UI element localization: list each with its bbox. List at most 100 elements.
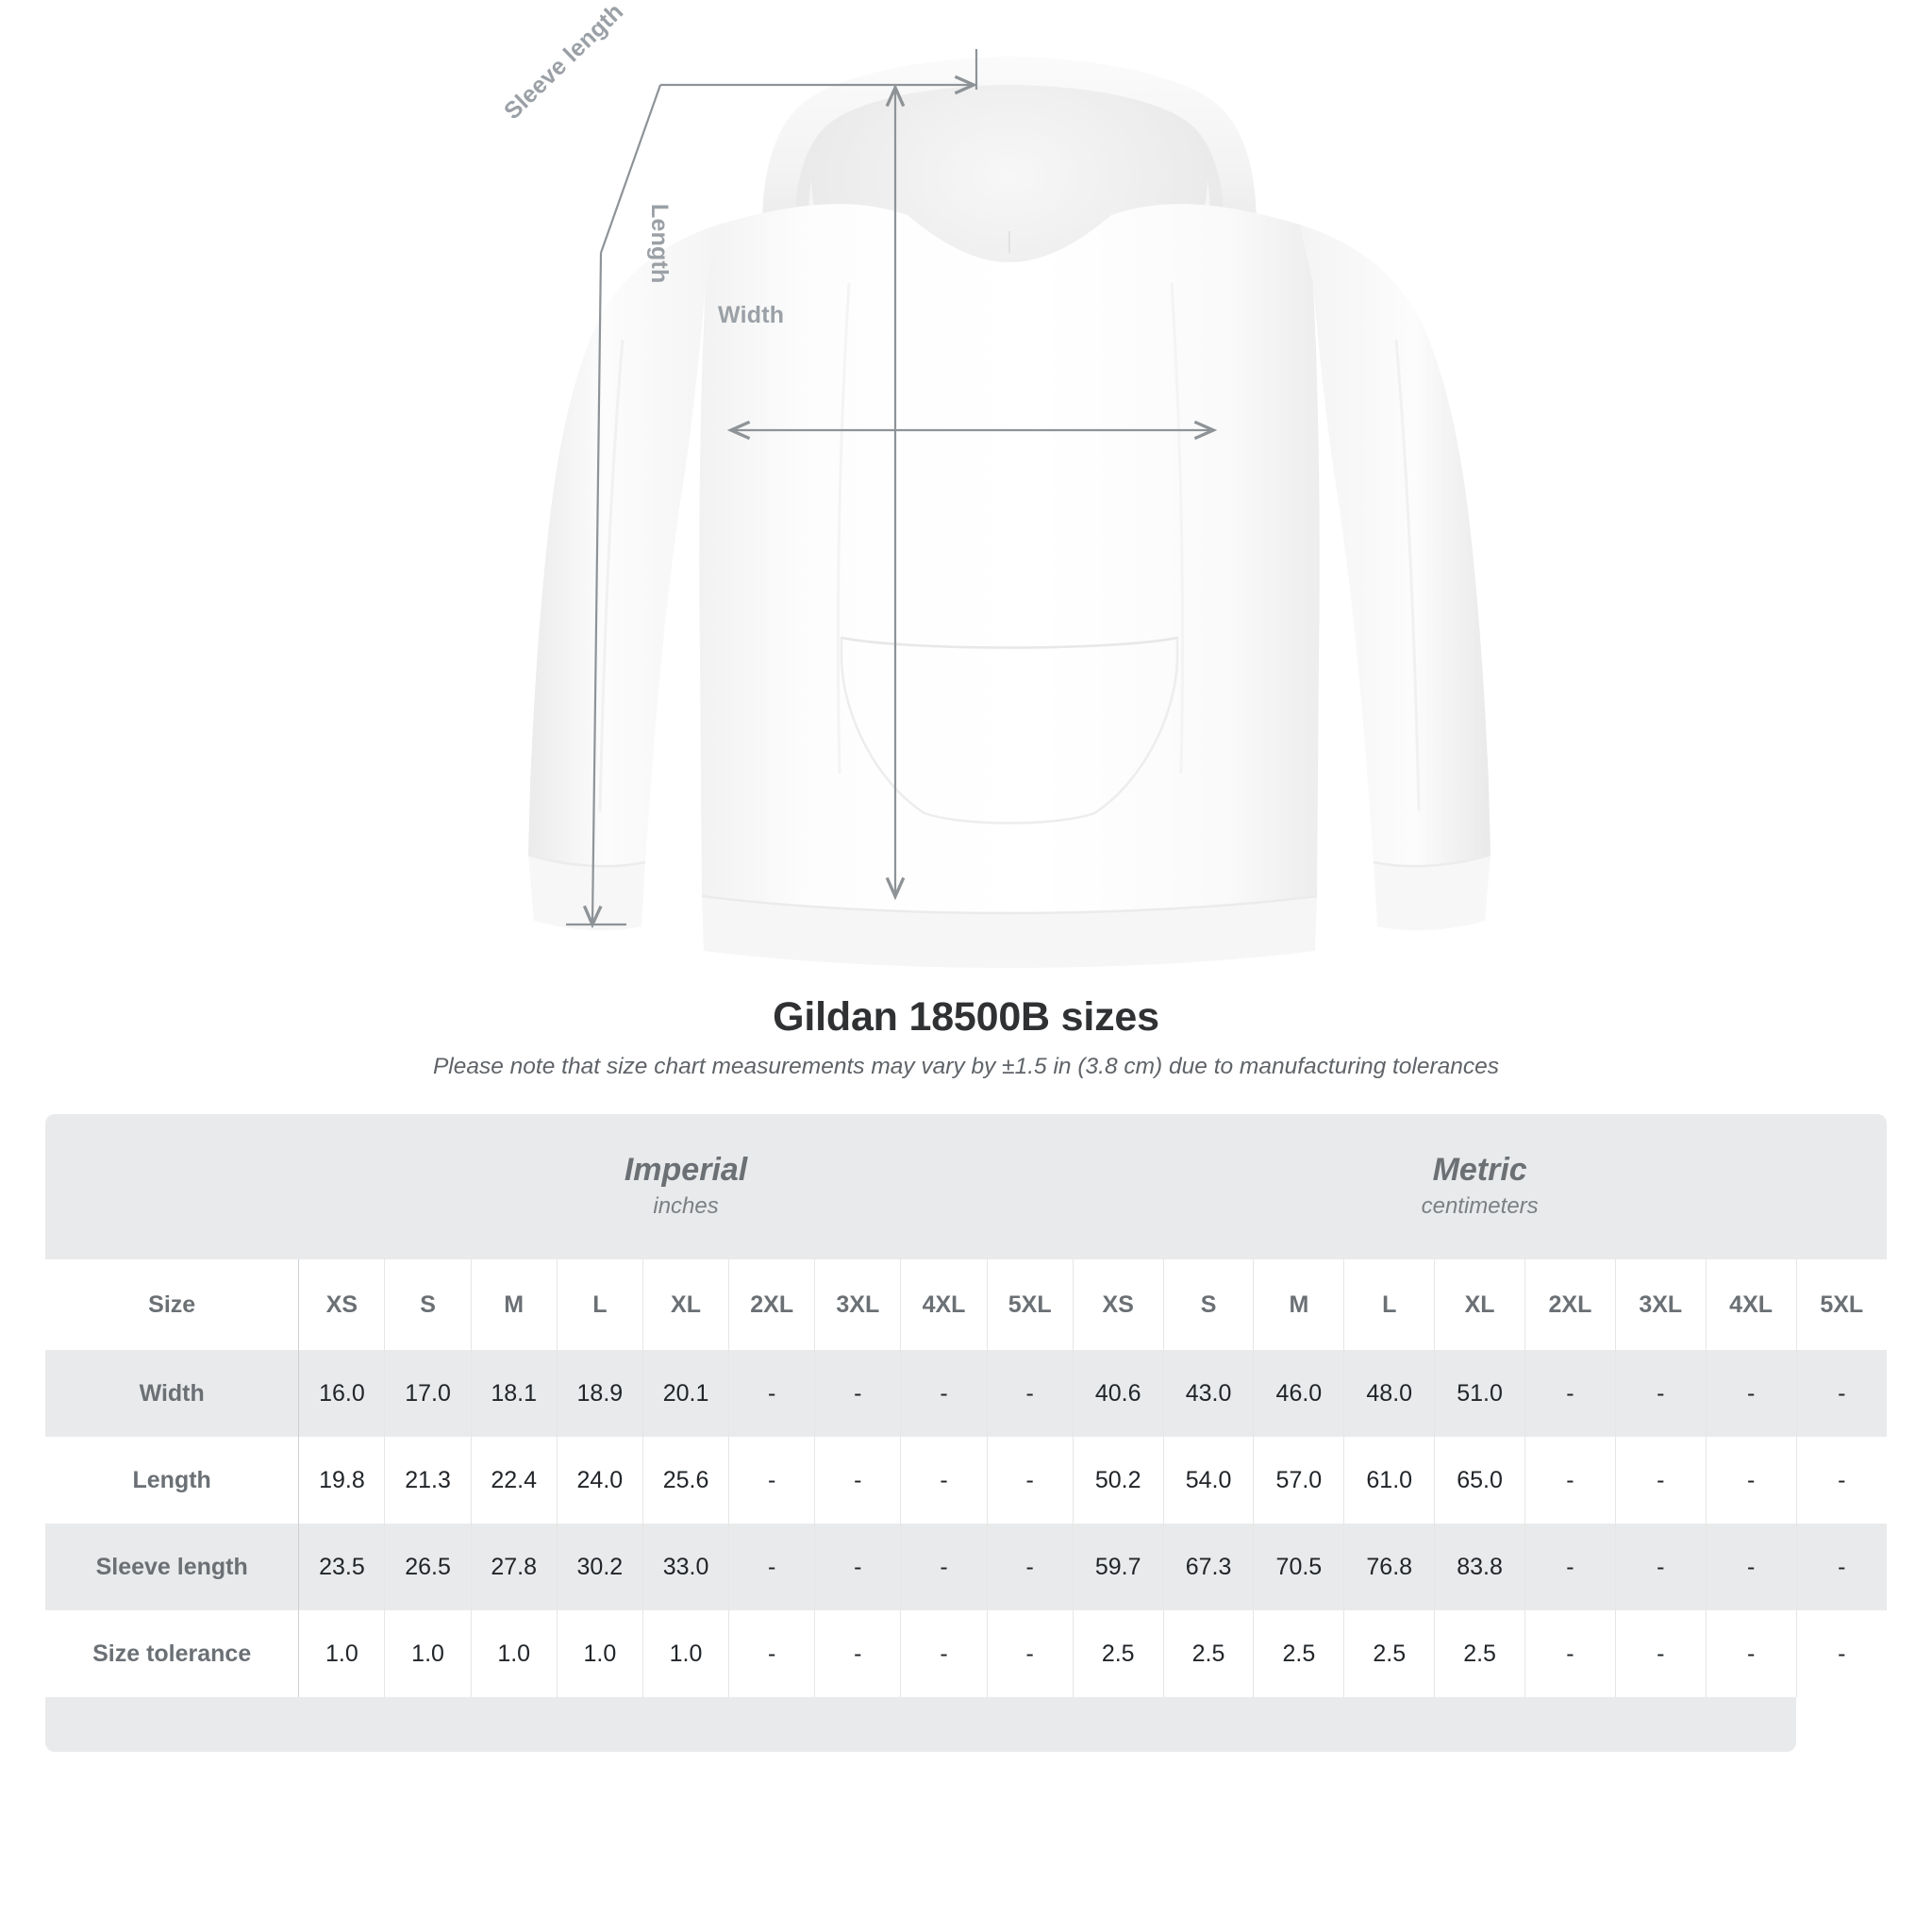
cell-tolerance-metric-xs: 2.5 <box>1072 1610 1164 1697</box>
cell-sleeve-metric-m: 70.5 <box>1253 1524 1345 1610</box>
cell-width-imperial-l: 18.9 <box>557 1350 643 1437</box>
size-header-metric-4xl: 4XL <box>1706 1259 1797 1350</box>
chart-heading: Gildan 18500B sizes Please note that siz… <box>0 981 1932 1080</box>
cell-length-metric-3xl: - <box>1615 1437 1707 1524</box>
cell-tolerance-imperial-xl: 1.0 <box>642 1610 730 1697</box>
cell-sleeve-imperial-2xl: - <box>728 1524 816 1610</box>
size-header-row: Size XS S M L XL 2XL 3XL 4XL 5XL XS S M … <box>45 1259 1887 1350</box>
size-header-imperial-s: S <box>384 1259 472 1350</box>
cell-length-imperial-2xl: - <box>728 1437 816 1524</box>
units-header-row: Imperial inches Metric centimeters <box>45 1114 1887 1259</box>
cell-sleeve-metric-l: 76.8 <box>1343 1524 1436 1610</box>
hoodie-illustration <box>527 49 1491 968</box>
row-label-size-tolerance: Size tolerance <box>45 1610 300 1697</box>
size-chart-container: Imperial inches Metric centimeters Size … <box>45 1114 1887 1752</box>
cell-tolerance-imperial-xs: 1.0 <box>298 1610 386 1697</box>
cell-sleeve-metric-4xl: - <box>1706 1524 1797 1610</box>
row-label-width: Width <box>45 1350 300 1437</box>
cell-sleeve-metric-s: 67.3 <box>1163 1524 1255 1610</box>
cell-width-imperial-2xl: - <box>728 1350 816 1437</box>
cell-tolerance-imperial-3xl: - <box>814 1610 902 1697</box>
table-row: Sleeve length 23.5 26.5 27.8 30.2 33.0 -… <box>45 1524 1887 1610</box>
cell-length-metric-xl: 65.0 <box>1434 1437 1525 1524</box>
cell-tolerance-metric-l: 2.5 <box>1343 1610 1436 1697</box>
width-label: Width <box>718 302 785 328</box>
cell-width-metric-xs: 40.6 <box>1072 1350 1164 1437</box>
cell-tolerance-imperial-m: 1.0 <box>471 1610 558 1697</box>
cell-tolerance-metric-s: 2.5 <box>1163 1610 1255 1697</box>
table-row: Length 19.8 21.3 22.4 24.0 25.6 - - - - … <box>45 1437 1887 1524</box>
cell-sleeve-metric-xs: 59.7 <box>1072 1524 1164 1610</box>
cell-length-metric-4xl: - <box>1706 1437 1797 1524</box>
cell-width-metric-5xl: - <box>1796 1350 1887 1437</box>
cell-width-metric-l: 48.0 <box>1343 1350 1436 1437</box>
chart-subtitle: Please note that size chart measurements… <box>432 1054 1500 1079</box>
cell-sleeve-imperial-l: 30.2 <box>557 1524 643 1610</box>
cell-width-imperial-5xl: - <box>987 1350 1074 1437</box>
cell-length-metric-5xl: - <box>1796 1437 1887 1524</box>
cell-length-imperial-m: 22.4 <box>471 1437 558 1524</box>
cell-tolerance-imperial-l: 1.0 <box>557 1610 643 1697</box>
cell-tolerance-metric-4xl: - <box>1706 1610 1797 1697</box>
size-header-imperial-5xl: 5XL <box>987 1259 1074 1350</box>
cell-sleeve-imperial-xs: 23.5 <box>298 1524 386 1610</box>
cell-length-metric-s: 54.0 <box>1163 1437 1255 1524</box>
cell-length-imperial-xl: 25.6 <box>642 1437 730 1524</box>
table-footer-right <box>987 1697 1797 1752</box>
size-header-imperial-3xl: 3XL <box>814 1259 902 1350</box>
cell-width-imperial-xl: 20.1 <box>642 1350 730 1437</box>
cell-length-metric-xs: 50.2 <box>1072 1437 1164 1524</box>
row-label-sleeve-length: Sleeve length <box>45 1524 300 1610</box>
product-figure: Sleeve length Length Width <box>499 0 1491 968</box>
table-footer-middle <box>298 1697 988 1752</box>
cell-sleeve-imperial-m: 27.8 <box>471 1524 558 1610</box>
cell-tolerance-metric-xl: 2.5 <box>1434 1610 1525 1697</box>
sleeve-length-arrow <box>566 49 978 929</box>
cell-sleeve-imperial-xl: 33.0 <box>642 1524 730 1610</box>
cell-length-metric-l: 61.0 <box>1343 1437 1436 1524</box>
cell-sleeve-metric-xl: 83.8 <box>1434 1524 1525 1610</box>
size-header-metric-3xl: 3XL <box>1615 1259 1707 1350</box>
table-footer-row <box>45 1697 1887 1752</box>
units-spacer-cell <box>45 1114 299 1259</box>
cell-length-imperial-3xl: - <box>814 1437 902 1524</box>
size-header-metric-2xl: 2XL <box>1524 1259 1616 1350</box>
cell-length-imperial-l: 24.0 <box>557 1437 643 1524</box>
imperial-unit-cell: Imperial inches <box>298 1114 1074 1259</box>
cell-sleeve-metric-3xl: - <box>1615 1524 1707 1610</box>
size-header-metric-m: M <box>1253 1259 1345 1350</box>
cell-length-imperial-4xl: - <box>900 1437 988 1524</box>
size-header-label: Size <box>45 1259 300 1350</box>
table-row: Width 16.0 17.0 18.1 18.9 20.1 - - - - 4… <box>45 1350 1887 1437</box>
size-header-imperial-xl: XL <box>642 1259 730 1350</box>
metric-unit-name: Metric <box>1432 1151 1527 1188</box>
metric-unit-sub: centimeters <box>1421 1193 1539 1220</box>
size-header-metric-xs: XS <box>1072 1259 1164 1350</box>
cell-length-imperial-xs: 19.8 <box>298 1437 386 1524</box>
cell-width-metric-xl: 51.0 <box>1434 1350 1525 1437</box>
metric-unit-cell: Metric centimeters <box>1073 1114 1887 1259</box>
size-header-imperial-2xl: 2XL <box>728 1259 816 1350</box>
cell-width-imperial-xs: 16.0 <box>298 1350 386 1437</box>
size-header-metric-s: S <box>1163 1259 1255 1350</box>
cell-sleeve-metric-5xl: - <box>1796 1524 1887 1610</box>
imperial-unit-name: Imperial <box>624 1151 748 1188</box>
cell-width-metric-2xl: - <box>1524 1350 1616 1437</box>
cell-length-imperial-s: 21.3 <box>384 1437 472 1524</box>
cell-tolerance-metric-m: 2.5 <box>1253 1610 1345 1697</box>
cell-width-imperial-3xl: - <box>814 1350 902 1437</box>
table-row: Size tolerance 1.0 1.0 1.0 1.0 1.0 - - -… <box>45 1610 1887 1697</box>
cell-width-imperial-s: 17.0 <box>384 1350 472 1437</box>
cell-width-metric-4xl: - <box>1706 1350 1797 1437</box>
hoodie-garment <box>527 57 1491 968</box>
cell-sleeve-imperial-5xl: - <box>987 1524 1074 1610</box>
size-header-imperial-l: L <box>557 1259 643 1350</box>
size-header-metric-l: L <box>1343 1259 1436 1350</box>
cell-sleeve-imperial-s: 26.5 <box>384 1524 472 1610</box>
row-label-length: Length <box>45 1437 300 1524</box>
cell-width-imperial-4xl: - <box>900 1350 988 1437</box>
measurement-annotations <box>566 49 1218 929</box>
cell-tolerance-imperial-4xl: - <box>900 1610 988 1697</box>
cell-sleeve-imperial-3xl: - <box>814 1524 902 1610</box>
page-title: Gildan 18500B sizes <box>773 994 1159 1040</box>
